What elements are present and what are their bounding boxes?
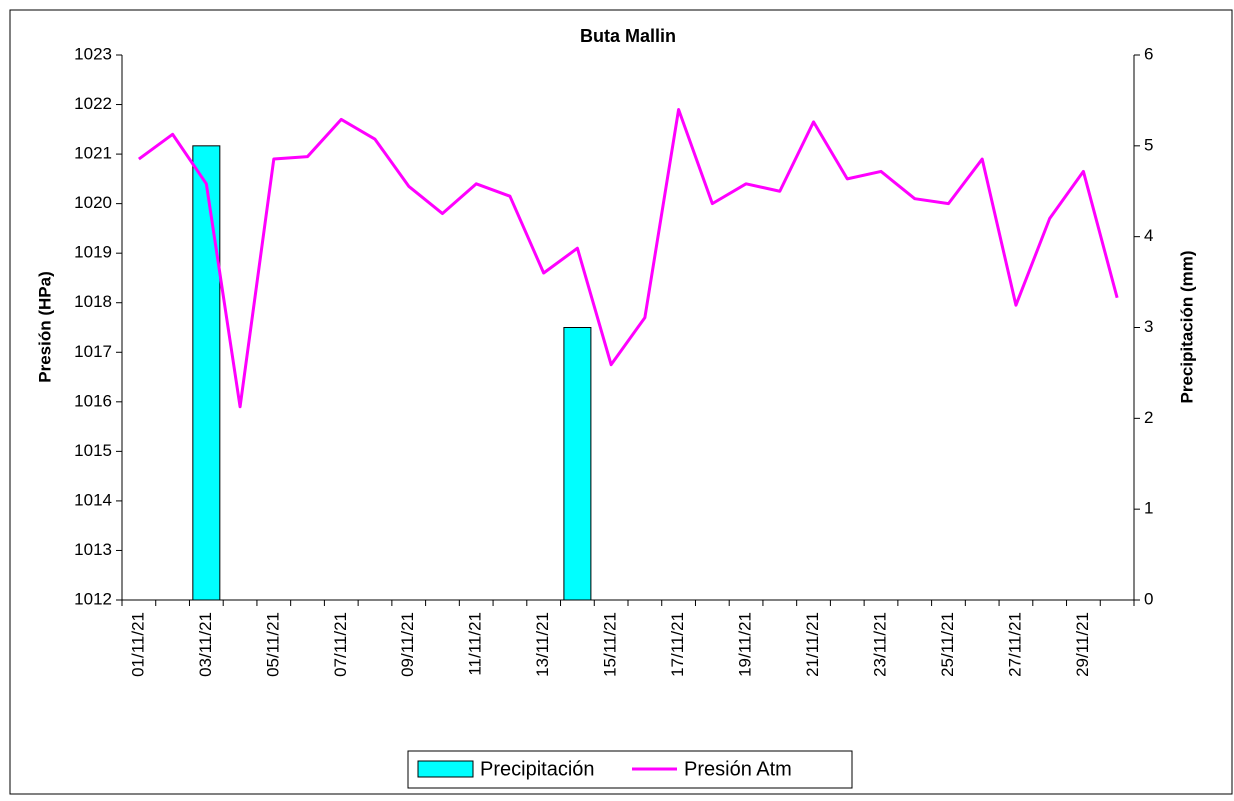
line bbox=[137, 108, 1119, 409]
y-tick-label: 1018 bbox=[74, 292, 112, 311]
x-tick-label: 15/11/21 bbox=[601, 612, 620, 677]
legend bbox=[407, 750, 853, 789]
y2-tick-label: 4 bbox=[1144, 226, 1153, 245]
x-tick-label: 11/11/21 bbox=[466, 612, 485, 676]
x-tick-label: 09/11/21 bbox=[398, 612, 417, 677]
bar bbox=[563, 327, 592, 601]
y2-tick-label: 3 bbox=[1144, 317, 1153, 336]
x-tick-label: 19/11/21 bbox=[736, 612, 755, 677]
x-tick-label: 21/11/21 bbox=[803, 612, 822, 677]
y-axis-label: Presión (HPa) bbox=[35, 271, 54, 382]
y2-tick-label: 2 bbox=[1144, 408, 1153, 427]
legend-label: Presión Atm bbox=[684, 758, 792, 780]
x-tick-label: 29/11/21 bbox=[1073, 612, 1092, 677]
y2-axis-label: Precipitación (mm) bbox=[1177, 250, 1196, 403]
bar bbox=[192, 145, 221, 601]
y-tick-label: 1019 bbox=[74, 243, 112, 262]
x-tick-label: 25/11/21 bbox=[938, 612, 957, 677]
y-tick-label: 1021 bbox=[74, 144, 112, 163]
x-tick-label: 23/11/21 bbox=[870, 612, 889, 677]
x-tick-label: 17/11/21 bbox=[668, 612, 687, 677]
x-tick-label: 07/11/21 bbox=[331, 612, 350, 677]
legend-label: Precipitación bbox=[480, 758, 595, 780]
y2-tick-label: 6 bbox=[1144, 44, 1153, 63]
y-tick-label: 1014 bbox=[74, 490, 112, 509]
chart-title: Buta Mallin bbox=[580, 26, 676, 46]
y-tick-label: 1023 bbox=[74, 44, 112, 63]
x-tick-label: 03/11/21 bbox=[196, 612, 215, 677]
y-tick-label: 1016 bbox=[74, 391, 112, 410]
x-tick-label: 27/11/21 bbox=[1005, 612, 1024, 677]
y-tick-label: 1013 bbox=[74, 540, 112, 559]
y2-tick-label: 0 bbox=[1144, 589, 1153, 608]
x-tick-label: 13/11/21 bbox=[533, 612, 552, 677]
y-tick-label: 1022 bbox=[74, 94, 112, 113]
x-tick-label: 05/11/21 bbox=[263, 612, 282, 677]
y-tick-label: 1020 bbox=[74, 193, 112, 212]
y2-tick-label: 5 bbox=[1144, 135, 1153, 154]
y-tick-label: 1012 bbox=[74, 589, 112, 608]
y2-tick-label: 1 bbox=[1144, 499, 1153, 518]
y-tick-label: 1015 bbox=[74, 441, 112, 460]
y-tick-label: 1017 bbox=[74, 342, 112, 361]
x-tick-label: 01/11/21 bbox=[128, 612, 147, 677]
legend-swatch bbox=[417, 760, 474, 778]
